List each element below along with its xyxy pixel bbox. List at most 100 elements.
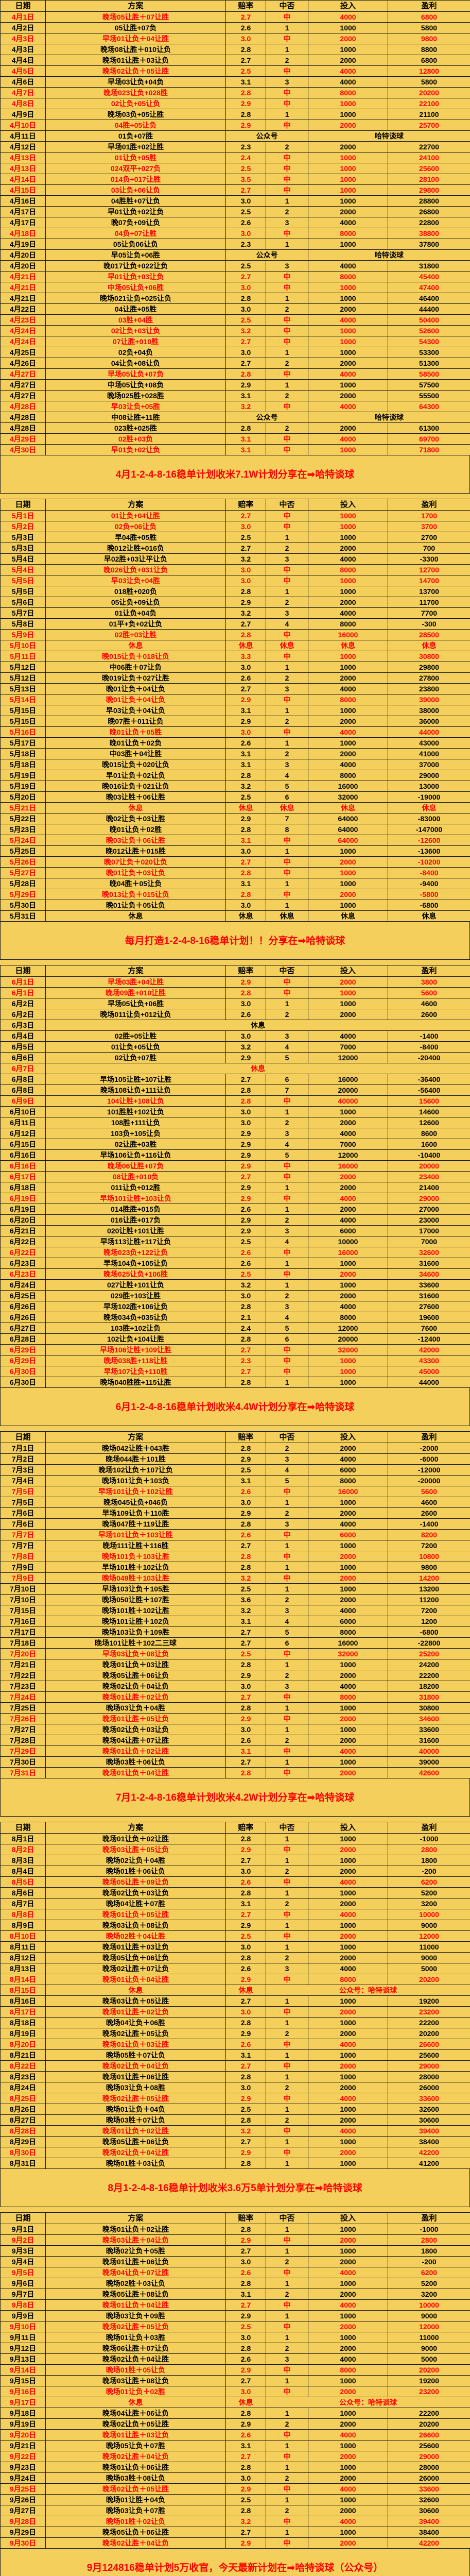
cell-stake: 2000 (308, 55, 388, 66)
cell-plan: 晚场03胜＋07让负 (45, 2114, 226, 2126)
table-row: 6月28日 102让负+104让胜 2.8 6 20000 -12400 (0, 1333, 470, 1345)
cell-date: 6月6日 (0, 1052, 46, 1063)
cell-date: 6月16日 (0, 1149, 46, 1161)
header-stake: 投入 (308, 0, 388, 12)
table-row: 8月8日 晚场01让负＋05让胜 2.7 中 4000 10000 (0, 1909, 470, 1920)
cell-odds: 3.0 (225, 1866, 266, 1877)
header-odds: 赔率 (225, 499, 266, 511)
cell-date: 6月30日 (0, 1377, 46, 1388)
table-row: 5月23日 晚01让负＋02胜 2.8 8 64000 -147000 (0, 824, 470, 835)
cell-hit: 中 (266, 2364, 308, 2376)
cell-plan: 晚场05让胜＋06让负 (45, 1670, 226, 1681)
cell-odds: 3.0 (225, 575, 266, 586)
cell-date: 6月23日 (0, 1268, 46, 1280)
cell-stake: 8000 (308, 1626, 388, 1638)
cell-stake: 休息 (308, 640, 388, 651)
cell-plan: 晚场02胜＋03让负 (45, 2278, 226, 2289)
cell-date: 6月16日 (0, 1160, 46, 1172)
cell-date: 5月2日 (0, 521, 46, 532)
cell-stake: 2000 (308, 422, 388, 434)
cell-plan: 晚场02让负＋04让负 (45, 2060, 226, 2072)
cell-stake: 7000 (308, 1139, 388, 1150)
cell-plan: 晚场01让负＋04让胜 (45, 2299, 226, 2311)
table-row: 7月24日 晚场01让胜＋02让负 2.7 中 8000 31800 (0, 1691, 470, 1703)
cell-hit: 中 (266, 1691, 308, 1703)
header-stake: 投入 (308, 2212, 388, 2224)
cell-stake: 20000 (308, 1084, 388, 1096)
cell-profit: -6000 (388, 1453, 470, 1465)
cell-odds: 3.0 (225, 1681, 266, 1692)
cell-stake: 4000 (308, 2429, 388, 2441)
cell-stake: 1000 (308, 1887, 388, 1899)
cell-date: 8月16日 (0, 1995, 46, 2007)
header-plan: 方案 (45, 1431, 226, 1443)
cell-hit: 中 (266, 726, 308, 738)
table-row: 6月26日 晚场034负+035让负 2.1 4 8000 19600 (0, 1312, 470, 1323)
cell-date: 4月10日 (0, 120, 46, 131)
table-row: 8月25日 晚场02让胜＋05让胜 2.9 中 4000 33600 (0, 2093, 470, 2104)
cell-hit: 1 (266, 2310, 308, 2321)
cell-stake: 1000 (308, 1920, 388, 1931)
cell-date: 7月17日 (0, 1626, 46, 1638)
cell-stake: 4000 (308, 2299, 388, 2311)
cell-hit: 中 (266, 1171, 308, 1182)
cell-date: 6月30日 (0, 1366, 46, 1377)
cell-plan: 早场01胜+02让胜 (45, 141, 226, 152)
cell-hit: 中 (266, 2125, 308, 2137)
table-row: 9月30日 晚场02让胜＋04让负 2.9 中 2000 42200 (0, 2537, 470, 2549)
cell-odds: 2.7 (225, 1855, 266, 1866)
cell-profit: 23400 (388, 1171, 470, 1182)
cell-plan: 晚场01让负＋02让胜 (45, 2224, 226, 2235)
cell-hit: 1 (266, 2375, 308, 2386)
cell-odds: 2.7 (225, 184, 266, 196)
cell-profit: 30600 (388, 2114, 470, 2126)
cell-profit: 2700 (388, 532, 470, 543)
cell-plan: 早场03胜+04让胜 (45, 976, 226, 988)
cell-profit: 9000 (388, 1920, 470, 1931)
table-row: 9月7日 晚场05让胜＋08让负 3.1 2 2000 3200 (0, 2289, 470, 2300)
cell-odds: 2.9 (225, 2147, 266, 2158)
cell-profit: 5600 (388, 987, 470, 998)
cell-stake: 2000 (308, 976, 388, 988)
cell-date: 9月10日 (0, 2321, 46, 2332)
cell-plan: 晚01让负＋05让负 (45, 900, 226, 911)
cell-stake: 8000 (308, 271, 388, 282)
cell-stake: 2000 (308, 1551, 388, 1562)
table-row: 4月11日 01负+07胜 公众号 哈特谈球 (0, 130, 470, 142)
cell-plan: 01让负+04让胜 (45, 510, 226, 521)
cell-hit: 中 (266, 433, 308, 445)
cell-plan: 01让负+05胜 (45, 152, 226, 163)
cell-profit: 3700 (388, 521, 470, 532)
cell-hit: 3 (266, 683, 308, 694)
records-table-may: 日期 方案 赔率 中否 投入 盈利 5月1日 01让负+04让胜 2.7 中 1000 1700 5月2… (0, 499, 470, 922)
cell-profit: 22200 (388, 2408, 470, 2419)
cell-hit: 中 (266, 856, 308, 868)
cell-plan: 晚012让胜＋015胜 (45, 845, 226, 857)
cell-odds: 2.8 (225, 87, 266, 98)
cell-stake: 1000 (308, 987, 388, 998)
cell-profit: 5800 (388, 22, 470, 33)
cell-date: 8月26日 (0, 2104, 46, 2115)
cell-plan: 04胜+05让负 (45, 120, 226, 131)
cell-profit: 64300 (388, 401, 470, 412)
table-row: 4月22日 04让胜+05胜 3.0 2 2000 44400 (0, 303, 470, 315)
cell-odds: 3.0 (225, 2006, 266, 2018)
cell-hit: 2 (266, 543, 308, 554)
table-row: 6月19日 早场101让胜+103让负 2.9 中 4000 29000 (0, 1193, 470, 1204)
cell-profit: 6800 (388, 55, 470, 66)
table-header-row: 日期 方案 赔率 中否 投入 盈利 (0, 1822, 470, 1834)
cell-plan: 晚场025让负+106胜 (45, 1268, 226, 1280)
cell-profit: 34600 (388, 1713, 470, 1724)
cell-date: 9月21日 (0, 2440, 46, 2451)
cell-odds: 2.5 (225, 2104, 266, 2115)
cell-date: 8月28日 (0, 2125, 46, 2137)
table-row: 6月1日 早场03胜+04让胜 2.9 中 2000 3800 (0, 976, 470, 988)
cell-plan: 晚场01让负＋06让胜 (45, 2462, 226, 2473)
cell-hit: 中 (266, 184, 308, 196)
cell-stake: 2000 (308, 1117, 388, 1128)
cell-plan: 晚013让负＋015让负 (45, 889, 226, 900)
cell-odds: 2.3 (225, 141, 266, 152)
cell-stake: 1000 (308, 347, 388, 358)
header-plan: 方案 (45, 499, 226, 511)
cell-plan: 晚场03胜＋06让负 (45, 1756, 226, 1768)
